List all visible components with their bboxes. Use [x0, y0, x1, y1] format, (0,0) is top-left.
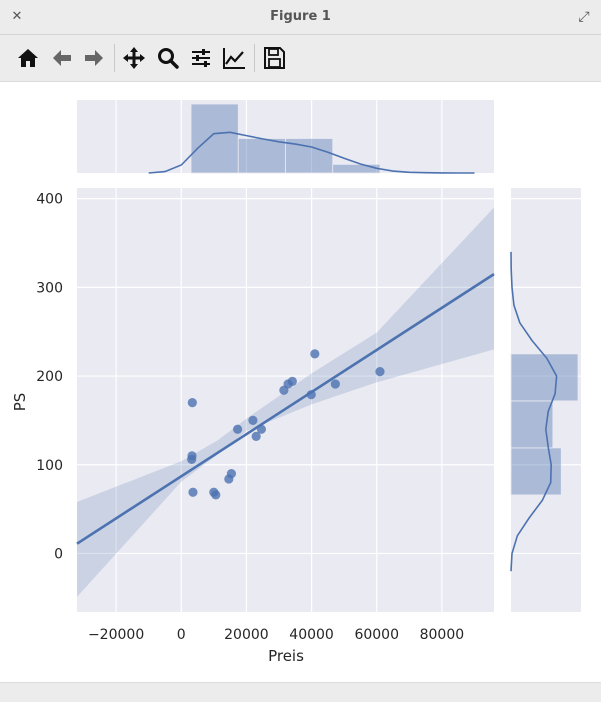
y-tick-label: 300 [36, 280, 63, 296]
scatter-point [187, 398, 197, 408]
zoom-button[interactable] [154, 44, 182, 72]
scatter-point [375, 367, 385, 377]
x-tick-label: −20000 [88, 627, 144, 643]
scatter-point [287, 376, 297, 386]
arrow-left-icon [53, 50, 71, 66]
marginal-x-kde [148, 131, 475, 174]
status-bar [0, 682, 601, 702]
marginal-y-bar [510, 353, 579, 402]
x-tick-label: 60000 [354, 627, 399, 643]
marginal-y-axes [510, 188, 581, 612]
marginal-x-bar [237, 138, 286, 174]
scatter-point [330, 379, 340, 389]
toolbar-separator [254, 44, 255, 72]
y-tick-label: 400 [36, 192, 63, 208]
marginal-x-bar [332, 163, 381, 174]
home-button[interactable] [14, 44, 42, 72]
marginal-x-bar [190, 103, 239, 174]
forward-button[interactable] [80, 44, 108, 72]
y-tick-label: 200 [36, 369, 63, 385]
x-tick-label: 20000 [224, 627, 269, 643]
main-axes-background [77, 188, 494, 612]
marginal-y-bar [510, 447, 562, 496]
maximize-icon[interactable]: ⤢ [578, 9, 590, 25]
figure-canvas[interactable]: −20000 0 20000 40000 60000 80000 0 100 200 300 400… [0, 82, 601, 682]
window-title: Figure 1 [270, 9, 331, 24]
marginal-y-kde [510, 251, 558, 572]
confidence-band [77, 207, 494, 597]
scatter-point [310, 349, 320, 359]
magnifier-icon [158, 48, 179, 69]
arrow-right-icon [85, 50, 103, 66]
scatter-point [188, 487, 198, 497]
marginal-y-background [511, 188, 581, 612]
x-axis-label: Preis [268, 647, 304, 665]
scatter-point [256, 424, 266, 434]
regression-line [76, 273, 495, 545]
x-tick-label: 40000 [289, 627, 334, 643]
x-tick-label: 0 [177, 627, 186, 643]
scatter-point [233, 424, 243, 434]
sliders-icon [192, 49, 210, 67]
joint-plot[interactable]: −20000 0 20000 40000 60000 80000 0 100 200 300 400… [0, 82, 601, 682]
marginal-x-axes [77, 100, 494, 174]
configure-subplots-button[interactable] [187, 44, 215, 72]
floppy-disk-icon [264, 47, 285, 69]
move-icon [123, 47, 145, 69]
scatter-point [248, 415, 258, 426]
scatter-point [187, 454, 197, 465]
home-icon [18, 49, 38, 67]
y-tick-label: 0 [54, 546, 63, 562]
scatter-point [226, 469, 237, 479]
edit-axes-button[interactable] [220, 44, 248, 72]
toolbar [0, 35, 601, 82]
main-axes: −20000 0 20000 40000 60000 80000 0 100 200 300 400 [36, 188, 495, 643]
save-button[interactable] [260, 44, 288, 72]
y-axis-label: PS [11, 393, 29, 412]
line-chart-icon [223, 48, 245, 69]
scatter-point [251, 431, 261, 441]
close-icon[interactable]: ✕ [11, 9, 23, 24]
back-button[interactable] [48, 44, 76, 72]
scatter-point [306, 390, 316, 400]
window-titlebar: ✕ Figure 1 ⤢ [0, 0, 601, 35]
toolbar-separator [114, 44, 115, 72]
x-tick-label: 80000 [420, 627, 465, 643]
scatter-point [211, 490, 221, 500]
pan-button[interactable] [120, 44, 148, 72]
y-tick-label: 100 [36, 458, 63, 474]
